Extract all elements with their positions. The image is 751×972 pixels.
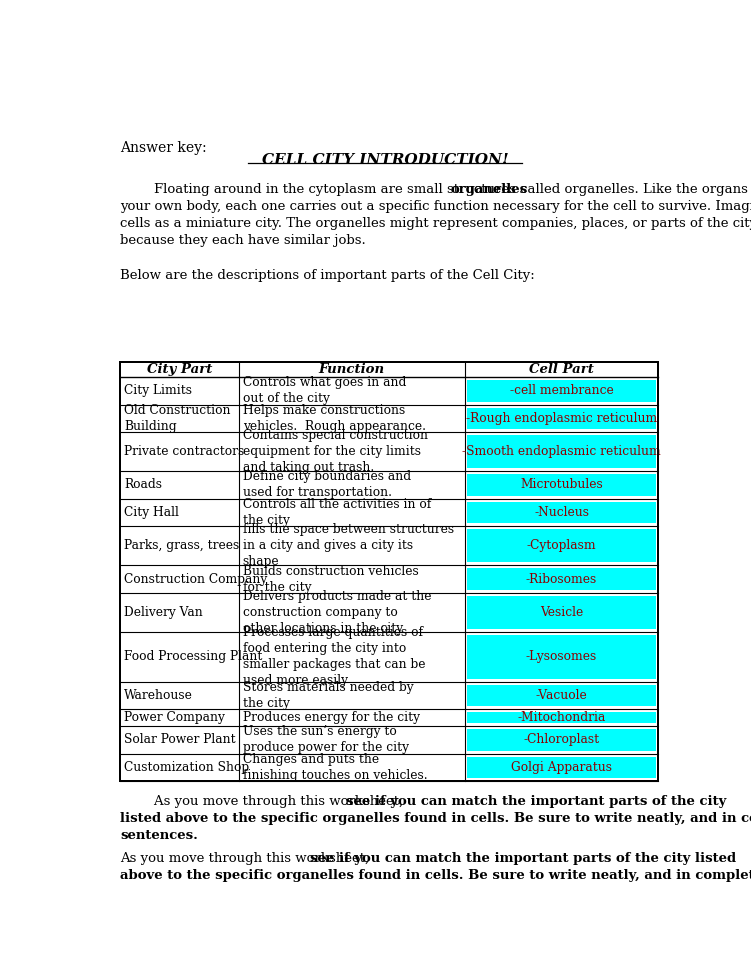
Text: Parks, grass, trees: Parks, grass, trees xyxy=(124,539,240,552)
Text: Stores materials needed by
the city: Stores materials needed by the city xyxy=(243,681,413,711)
Text: Builds construction vehicles
for the city: Builds construction vehicles for the cit… xyxy=(243,565,418,594)
FancyBboxPatch shape xyxy=(467,712,656,723)
Text: Delivery Van: Delivery Van xyxy=(124,606,203,619)
Text: Warehouse: Warehouse xyxy=(124,689,193,702)
Text: Controls what goes in and
out of the city: Controls what goes in and out of the cit… xyxy=(243,376,406,405)
Text: Contains special construction
equipment for the city limits
and taking out trash: Contains special construction equipment … xyxy=(243,430,427,474)
Text: Solar Power Plant: Solar Power Plant xyxy=(124,733,236,746)
Text: -cell membrance: -cell membrance xyxy=(510,384,614,398)
Text: listed above to the specific organelles found in cells. Be sure to write neatly,: listed above to the specific organelles … xyxy=(120,812,751,825)
Text: Function: Function xyxy=(318,364,385,376)
FancyBboxPatch shape xyxy=(467,756,656,779)
Text: Cell Part: Cell Part xyxy=(529,364,594,376)
FancyBboxPatch shape xyxy=(467,407,656,430)
Text: City Hall: City Hall xyxy=(124,506,179,519)
Text: Floating around in the cytoplasm are small structures called organelles. Like th: Floating around in the cytoplasm are sma… xyxy=(120,183,751,195)
Text: Define city boundaries and
used for transportation.: Define city boundaries and used for tran… xyxy=(243,470,411,500)
Text: Helps make constructions
vehicles.  Rough appearance.: Helps make constructions vehicles. Rough… xyxy=(243,404,426,433)
Text: Produces energy for the city: Produces energy for the city xyxy=(243,712,420,724)
Text: -Mitochondria: -Mitochondria xyxy=(517,712,606,724)
Text: As you move through this worksheet,: As you move through this worksheet, xyxy=(120,851,373,864)
Text: Private contractors: Private contractors xyxy=(124,445,244,458)
Text: -Lysosomes: -Lysosomes xyxy=(526,650,597,663)
Text: cells as a miniature city. The organelles might represent companies, places, or : cells as a miniature city. The organelle… xyxy=(120,217,751,230)
FancyBboxPatch shape xyxy=(467,380,656,401)
Text: Golgi Apparatus: Golgi Apparatus xyxy=(511,761,612,774)
FancyBboxPatch shape xyxy=(467,729,656,750)
Text: City Part: City Part xyxy=(146,364,212,376)
Text: City Limits: City Limits xyxy=(124,384,192,398)
Text: Answer key:: Answer key: xyxy=(120,141,207,155)
FancyBboxPatch shape xyxy=(467,530,656,563)
Text: Food Processing Plant: Food Processing Plant xyxy=(124,650,263,663)
Text: Roads: Roads xyxy=(124,478,162,492)
Text: -Nucleus: -Nucleus xyxy=(534,506,589,519)
FancyBboxPatch shape xyxy=(467,635,656,678)
Text: Delivers products made at the
construction company to
other locations in the cit: Delivers products made at the constructi… xyxy=(243,590,431,635)
Text: Processes large quantities of
food entering the city into
smaller packages that : Processes large quantities of food enter… xyxy=(243,626,425,687)
Text: -Smooth endoplasmic reticulum: -Smooth endoplasmic reticulum xyxy=(462,445,661,458)
Text: because they each have similar jobs.: because they each have similar jobs. xyxy=(120,234,366,247)
Text: your own body, each one carries out a specific function necessary for the cell t: your own body, each one carries out a sp… xyxy=(120,199,751,213)
Text: Controls all the activities in of
the city: Controls all the activities in of the ci… xyxy=(243,499,431,527)
Text: As you move through this worksheet,: As you move through this worksheet, xyxy=(120,795,408,808)
Text: see if you can match the important parts of the city listed: see if you can match the important parts… xyxy=(310,851,736,864)
Text: sentences.: sentences. xyxy=(120,829,198,842)
FancyBboxPatch shape xyxy=(467,474,656,496)
Text: Vesicle: Vesicle xyxy=(540,606,584,619)
Text: above to the specific organelles found in cells. Be sure to write neatly, and in: above to the specific organelles found i… xyxy=(120,869,751,882)
Text: Uses the sun’s energy to
produce power for the city: Uses the sun’s energy to produce power f… xyxy=(243,725,409,754)
Text: CELL CITY INTRODUCTION!: CELL CITY INTRODUCTION! xyxy=(261,153,508,166)
Text: Changes and puts the
finishing touches on vehicles.: Changes and puts the finishing touches o… xyxy=(243,753,427,781)
Text: Power Company: Power Company xyxy=(124,712,225,724)
Text: see if you can match the important parts of the city: see if you can match the important parts… xyxy=(346,795,726,808)
FancyBboxPatch shape xyxy=(467,685,656,707)
Text: -Rough endoplasmic reticulum: -Rough endoplasmic reticulum xyxy=(466,412,657,425)
Text: -Ribosomes: -Ribosomes xyxy=(526,573,597,586)
Text: Customization Shop: Customization Shop xyxy=(124,761,249,774)
FancyBboxPatch shape xyxy=(467,435,656,469)
Text: Construction Company: Construction Company xyxy=(124,573,267,586)
FancyBboxPatch shape xyxy=(467,569,656,590)
FancyBboxPatch shape xyxy=(467,596,656,629)
Text: Below are the descriptions of important parts of the Cell City:: Below are the descriptions of important … xyxy=(120,268,535,282)
Text: organelles: organelles xyxy=(450,183,527,195)
Text: Microtubules: Microtubules xyxy=(520,478,603,492)
Text: -Cytoplasm: -Cytoplasm xyxy=(526,539,596,552)
Text: fills the space between structures
in a city and gives a city its
shape: fills the space between structures in a … xyxy=(243,523,454,569)
Text: -Vacuole: -Vacuole xyxy=(535,689,587,702)
FancyBboxPatch shape xyxy=(467,502,656,524)
Text: Old Construction
Building: Old Construction Building xyxy=(124,404,231,433)
FancyBboxPatch shape xyxy=(120,363,659,781)
Text: -Chloroplast: -Chloroplast xyxy=(523,733,599,746)
